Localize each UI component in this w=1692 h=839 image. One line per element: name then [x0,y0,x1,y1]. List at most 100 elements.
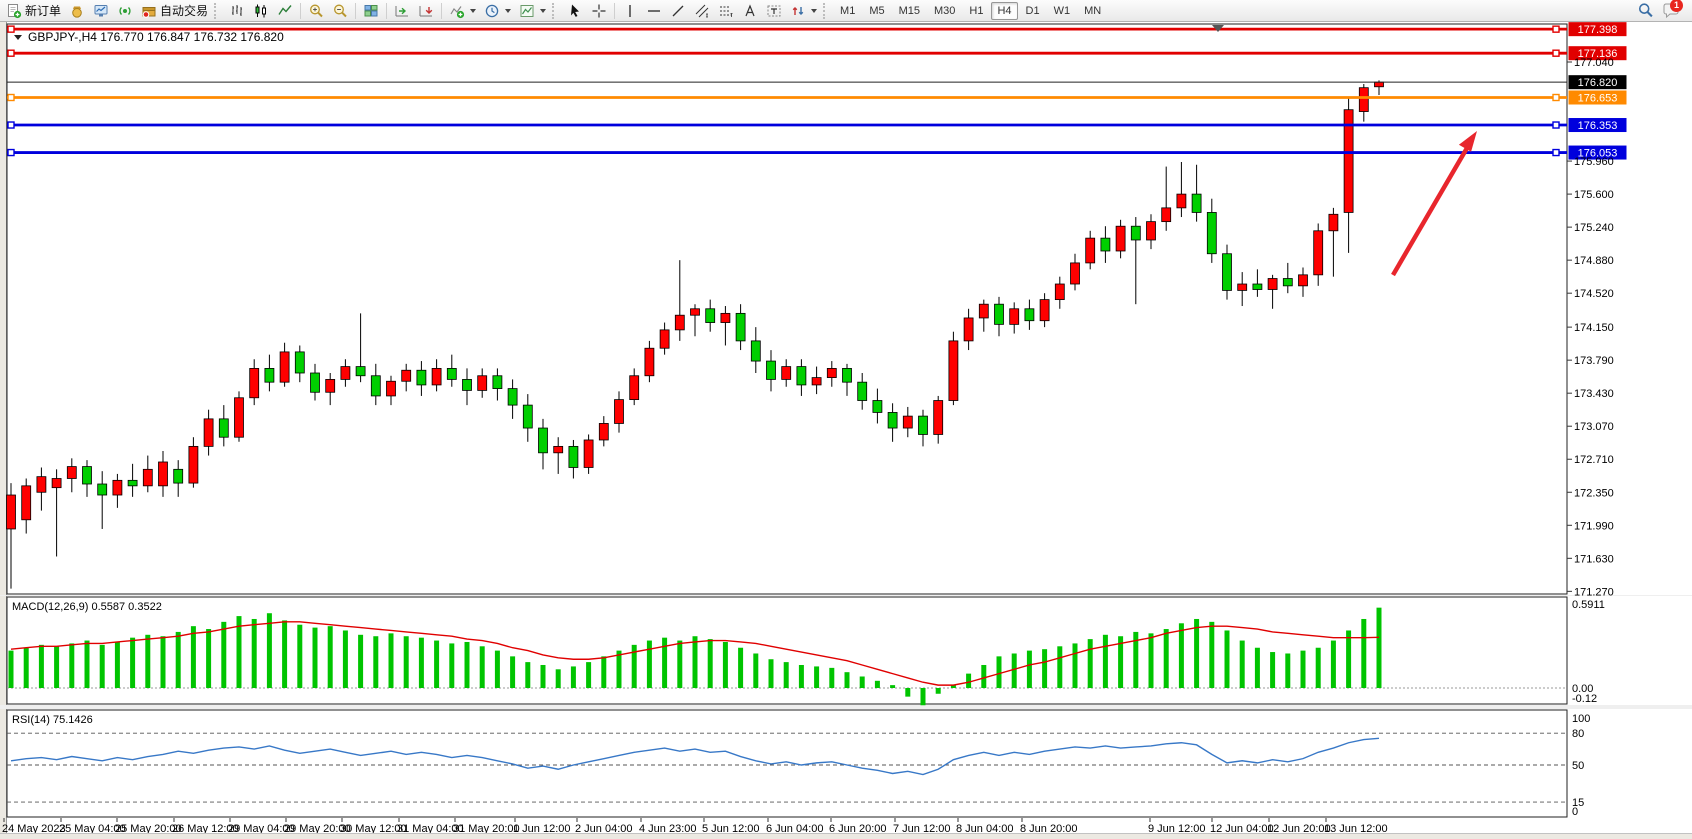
tile-windows-button[interactable] [359,0,383,22]
macd-histogram-bar [1254,647,1260,688]
bull-candle [553,445,564,454]
macd-histogram-bar [1300,650,1306,688]
price-tick-label: 174.520 [1574,288,1614,300]
pane-splitter[interactable] [0,705,1692,709]
price-badge: 177.136 [1568,46,1627,61]
periods-button[interactable] [480,0,515,22]
macd-histogram-bar [464,641,470,688]
crosshair-tool-button[interactable] [587,0,611,22]
chart-canvas[interactable]: 177.398 177.136 176.653 176.353 176.053 176.8… [0,22,1692,839]
toolbar-grip [552,2,559,19]
line-handle[interactable] [1552,25,1560,33]
cursor-tool-button[interactable] [563,0,587,22]
auto-trading-label: 自动交易 [160,4,209,18]
timeframe-M5[interactable]: M5 [869,4,885,17]
pane-splitter[interactable] [0,595,1692,596]
macd-histogram-bar [8,650,14,688]
line-handle[interactable] [7,49,15,57]
price-tick-label: 173.790 [1574,355,1614,367]
bar-chart-icon [232,4,243,16]
line-handle[interactable] [1552,49,1560,57]
auto-trading-button[interactable]: 自动交易 [137,0,212,22]
bull-candle [1358,87,1369,112]
macd-histogram-bar [99,644,105,688]
price-tick-label: 174.150 [1574,322,1614,334]
horizontal-line-tool-button[interactable] [642,0,666,22]
bull-candle [1085,237,1096,264]
line-handle[interactable] [1552,148,1560,157]
line-handle[interactable] [7,25,15,33]
line-handle[interactable] [7,93,15,102]
macd-histogram-bar [69,643,75,688]
macd-histogram-bar [312,627,318,688]
timeframe-H4[interactable]: H4 [991,1,1018,20]
search-icon [1638,3,1653,18]
chart-shift-marker[interactable] [1212,25,1224,32]
line-handle[interactable] [1552,121,1560,129]
timeframe-D1[interactable]: D1 [1025,4,1040,17]
search-button[interactable] [1633,0,1658,22]
bull-candle [203,418,214,447]
macd-histogram-bar [1361,618,1367,688]
macd-histogram-bar [1118,636,1124,688]
new-order-button[interactable]: 新订单 [2,0,65,22]
bull-candle [1161,207,1172,223]
bar-chart-mode-button[interactable] [225,0,249,22]
channel-tool-button[interactable] [690,0,714,22]
arrows-tool-button[interactable] [786,0,821,22]
zoom-out-button[interactable] [328,0,352,22]
timeframe-H1[interactable]: H1 [969,4,984,17]
timeframe-M15[interactable]: M15 [898,4,920,17]
auto-scroll-button[interactable] [390,0,414,22]
macd-histogram-bar [616,650,622,688]
macd-histogram-bar [403,636,409,688]
macd-histogram-bar [236,616,242,688]
market-watch-button[interactable] [89,0,113,22]
macd-histogram-bar [1209,621,1215,688]
macd-histogram-bar [966,673,972,688]
annotation-arrow[interactable] [1391,131,1477,277]
timeframe-W1[interactable]: W1 [1053,4,1071,17]
price-tick-label: 173.070 [1574,421,1614,433]
zoom-in-button[interactable] [304,0,328,22]
notifications-button[interactable]: 1 [1658,0,1684,22]
timeframe-MN[interactable]: MN [1084,4,1102,17]
macd-histogram-bar [327,626,333,688]
macd-histogram-bar [342,630,348,688]
toolbar-separator [441,2,443,19]
bull-candle [158,461,168,487]
time-tick-label: 8 Jun 20:00 [1020,823,1078,835]
timeframe-M1[interactable]: M1 [840,4,856,17]
timeframe-M30[interactable]: M30 [934,4,956,17]
templates-button[interactable] [515,0,550,22]
signals-button[interactable] [113,0,137,22]
svg-text:177.398: 177.398 [1578,24,1618,36]
macd-histogram-bar [981,664,987,688]
macd-histogram-bar [23,647,29,688]
text-label-tool-button[interactable] [762,0,786,22]
line-handle[interactable] [7,121,15,129]
bear-candle [538,427,548,454]
macd-histogram-bar [601,656,607,688]
text-tool-button[interactable] [738,0,762,22]
price-badge: 176.820 [1568,75,1627,90]
line-handle[interactable] [1552,93,1560,102]
bear-candle [462,379,472,391]
chart-shift-button[interactable] [414,0,438,22]
trendline-tool-button[interactable] [666,0,690,22]
line-handle[interactable] [7,148,15,157]
arrows-icon [792,6,804,15]
vertical-line-tool-button[interactable] [618,0,642,22]
candlestick-mode-button[interactable] [249,0,273,22]
trade-monitor-icon [94,4,108,16]
indicators-button[interactable] [445,0,480,22]
bull-candle [811,377,822,386]
history-center-button[interactable] [65,0,89,22]
main-toolbar: 新订单 自动交易 [0,0,1692,22]
fibonacci-tool-button[interactable] [714,0,738,22]
macd-histogram-bar [297,624,303,688]
line-chart-mode-button[interactable] [273,0,297,22]
macd-histogram-bar [84,640,90,688]
macd-histogram-bar [996,656,1002,688]
